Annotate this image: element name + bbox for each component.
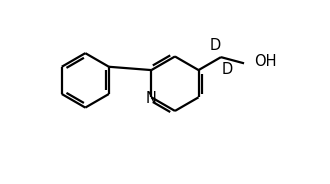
Text: D: D	[221, 62, 233, 77]
Text: D: D	[209, 38, 221, 53]
Text: N: N	[145, 91, 156, 106]
Text: OH: OH	[254, 54, 277, 69]
